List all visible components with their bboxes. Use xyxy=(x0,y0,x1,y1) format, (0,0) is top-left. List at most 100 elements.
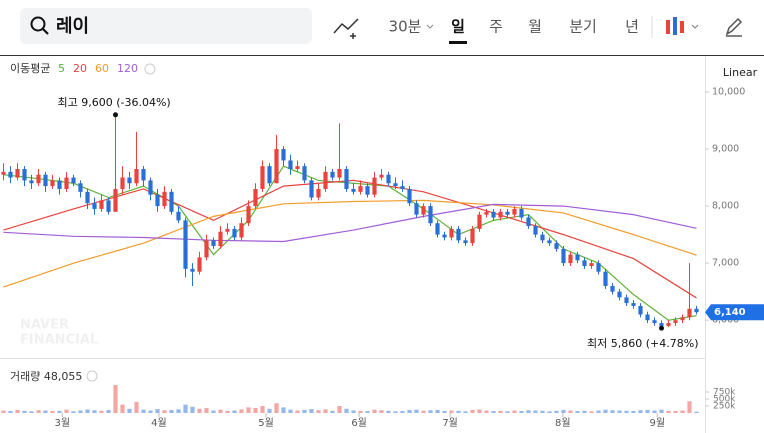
volume-bar xyxy=(211,410,216,413)
volume-bar xyxy=(1,410,6,413)
period-tab[interactable]: 년 xyxy=(625,18,639,36)
moving-average-line xyxy=(3,165,697,321)
candle-body xyxy=(603,271,608,286)
volume-bar xyxy=(659,409,664,413)
candle-body xyxy=(239,223,244,238)
candle-body xyxy=(36,174,41,184)
legend-entry[interactable]: 20 xyxy=(73,62,87,75)
volume-bar xyxy=(540,410,545,413)
volume-bar xyxy=(295,410,300,413)
volume-bar xyxy=(568,410,573,413)
candle-body xyxy=(673,320,678,324)
candle-body xyxy=(533,226,538,235)
volume-bar xyxy=(484,410,489,413)
candle-body xyxy=(379,174,384,178)
y-tick-label: 9,000 xyxy=(712,144,739,155)
candle-body xyxy=(204,240,209,258)
candle-body xyxy=(477,214,482,229)
scale-mode[interactable]: Linear xyxy=(723,66,758,79)
candle-body xyxy=(197,257,202,272)
candle-body xyxy=(169,191,174,212)
volume-bar xyxy=(50,411,55,413)
volume-bar xyxy=(120,404,125,413)
volume-bar xyxy=(603,409,608,413)
volume-bar xyxy=(64,409,69,413)
volume-bar xyxy=(316,410,321,413)
legend-entry[interactable]: 60 xyxy=(95,62,109,75)
candle-body xyxy=(176,211,181,221)
volume-bar xyxy=(526,410,531,413)
period-tab[interactable]: 월 xyxy=(528,18,542,36)
candle-body xyxy=(253,188,258,207)
volume-bar xyxy=(29,411,34,413)
y-tick-label: 10,000 xyxy=(712,86,745,97)
volume-bar xyxy=(533,410,538,413)
volume-bar xyxy=(260,406,265,413)
candle-body xyxy=(43,174,48,187)
volume-bar xyxy=(498,410,503,413)
volume-bar xyxy=(351,410,356,413)
candle-body xyxy=(463,240,468,244)
extreme-marker xyxy=(113,112,118,118)
volume-bar xyxy=(442,411,447,413)
candle-body xyxy=(106,200,111,212)
candle-body xyxy=(309,180,314,198)
volume-bar xyxy=(225,410,230,413)
volume-bar xyxy=(15,409,20,413)
candle-body xyxy=(610,285,615,292)
candle-body xyxy=(435,223,440,235)
candle-body xyxy=(302,166,307,181)
volume-bar xyxy=(645,409,650,413)
volume-bar xyxy=(92,410,97,413)
period-tab[interactable]: 30분 xyxy=(389,18,422,36)
candle-body xyxy=(344,169,349,189)
volume-bar xyxy=(134,401,139,413)
volume-bar xyxy=(309,409,314,413)
period-tab[interactable]: 일 xyxy=(451,18,465,36)
x-tick-label: 3월 xyxy=(55,417,71,429)
candle-body xyxy=(680,317,685,321)
moving-average-line xyxy=(3,179,697,299)
volume-bar xyxy=(463,411,468,413)
candle-body xyxy=(1,171,6,175)
volume-bar xyxy=(330,410,335,413)
candle-body xyxy=(393,183,398,187)
legend-entry[interactable]: 120 xyxy=(117,62,138,75)
volume-bar xyxy=(694,411,699,413)
candle-body xyxy=(323,171,328,189)
edit-icon[interactable] xyxy=(725,17,743,37)
x-tick-label: 6월 xyxy=(351,417,367,429)
candle-body xyxy=(120,177,125,189)
volume-bar xyxy=(554,410,559,413)
x-tick-label: 7월 xyxy=(442,417,458,429)
chart-type-icon[interactable] xyxy=(666,17,699,35)
candle-body xyxy=(141,169,146,181)
volume-bar xyxy=(148,410,153,413)
candle-body xyxy=(512,208,517,215)
candle-body xyxy=(15,169,20,178)
volume-bar xyxy=(246,407,251,413)
volume-bar xyxy=(610,410,615,413)
close-ma[interactable] xyxy=(144,63,156,75)
last-price-label: 6,140 xyxy=(714,307,746,318)
period-tab[interactable]: 분기 xyxy=(569,18,597,36)
volume-bar xyxy=(323,409,328,413)
close-volume[interactable] xyxy=(86,370,98,382)
candle-body xyxy=(631,303,636,306)
candle-body xyxy=(92,203,97,209)
candle-body xyxy=(99,200,104,209)
draw-tool-icon[interactable] xyxy=(333,18,359,39)
candle-body xyxy=(155,194,160,207)
volume-bar xyxy=(106,409,111,413)
x-tick-label: 9월 xyxy=(650,417,666,429)
period-tab[interactable]: 주 xyxy=(489,18,503,36)
candle-body xyxy=(365,186,370,195)
volume-bar xyxy=(491,411,496,413)
legend-entry[interactable]: 5 xyxy=(58,62,65,75)
search-box[interactable] xyxy=(20,8,312,44)
candle-body xyxy=(659,323,664,326)
volume-bar xyxy=(379,410,384,413)
candle-body xyxy=(442,234,447,238)
candle-body xyxy=(190,268,195,272)
volume-tick-label: 750k xyxy=(713,388,736,398)
